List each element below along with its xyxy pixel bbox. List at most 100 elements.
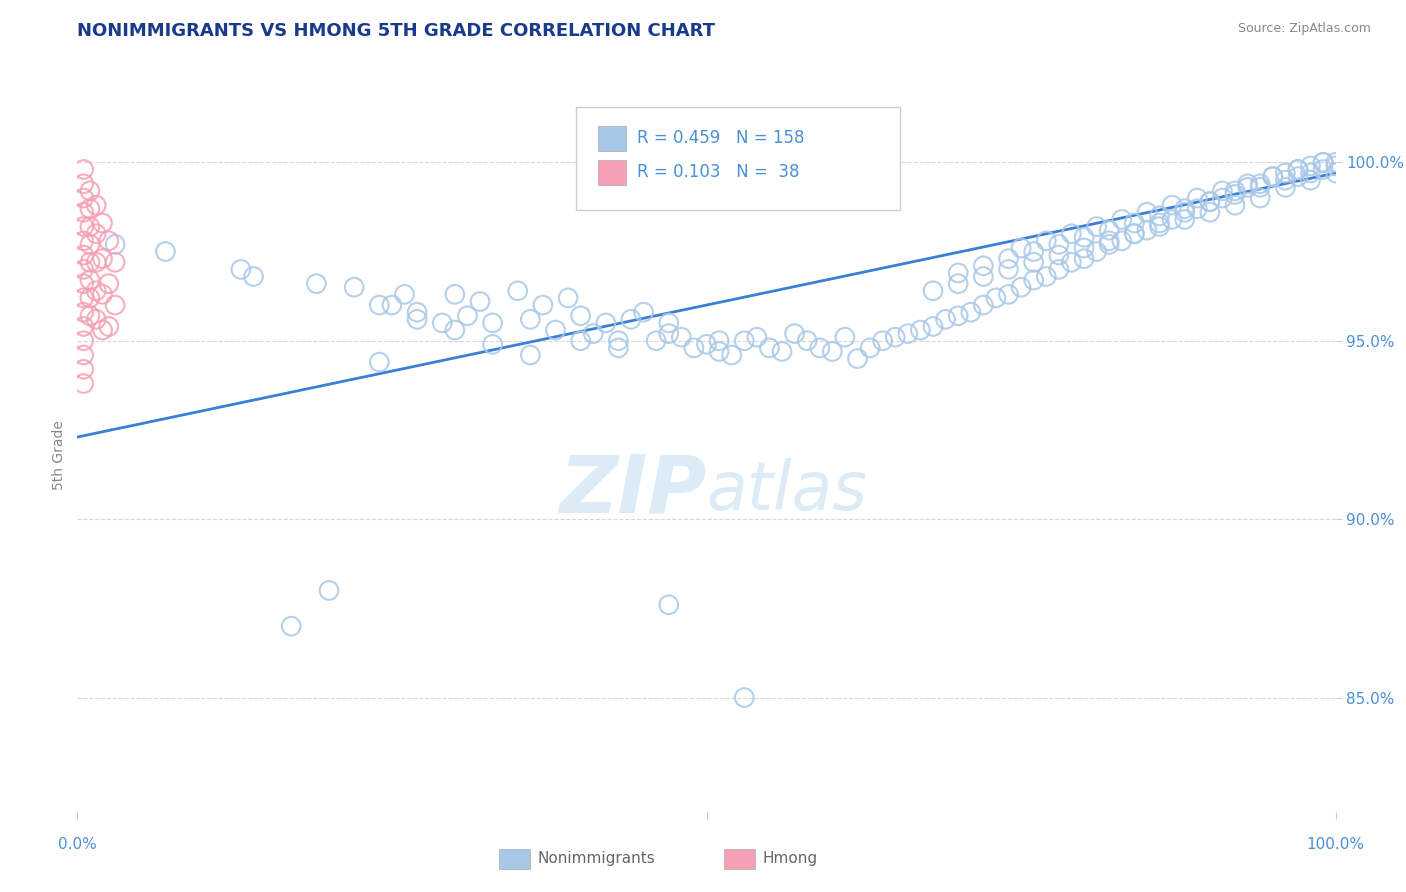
Point (1174, 205, 1197, 219)
Point (1324, 155, 1347, 169)
Point (948, 309, 970, 323)
Point (72, 262, 94, 277)
Point (1286, 169, 1309, 184)
Point (79, 255, 101, 269)
Point (948, 266, 970, 280)
Point (1123, 227, 1146, 241)
Point (1299, 159, 1322, 173)
Point (1274, 180, 1296, 194)
Point (707, 334, 730, 348)
Point (1060, 227, 1083, 241)
Point (432, 316, 454, 330)
Point (1223, 187, 1246, 202)
Point (770, 344, 793, 359)
Point (796, 334, 818, 348)
Point (1249, 180, 1271, 194)
Point (368, 355, 391, 369)
Text: 100.0%: 100.0% (1306, 837, 1365, 852)
Point (72, 177, 94, 191)
Point (84, 284, 107, 298)
Point (1261, 169, 1284, 184)
Point (1085, 244, 1108, 259)
Point (72, 248, 94, 262)
Point (79, 237, 101, 252)
Point (84, 255, 107, 269)
Point (1047, 248, 1070, 262)
Point (1010, 280, 1032, 294)
Point (1187, 202, 1209, 216)
Point (658, 598, 681, 612)
Point (544, 323, 567, 337)
Point (1073, 241, 1095, 255)
Point (1073, 230, 1095, 244)
Point (696, 337, 718, 351)
Point (519, 348, 541, 362)
Point (910, 323, 932, 337)
Text: Source: ZipAtlas.com: Source: ZipAtlas.com (1237, 22, 1371, 36)
Point (997, 252, 1019, 266)
Point (1286, 162, 1309, 177)
Point (1136, 223, 1159, 237)
Point (444, 287, 467, 301)
Point (79, 309, 101, 323)
Point (72, 277, 94, 291)
Point (97, 234, 120, 248)
Point (821, 344, 844, 359)
Point (997, 287, 1019, 301)
Point (519, 312, 541, 326)
Point (72, 219, 94, 234)
Point (783, 326, 806, 341)
Point (1022, 244, 1045, 259)
Point (972, 298, 994, 312)
Point (720, 348, 742, 362)
Point (872, 334, 894, 348)
Point (91, 287, 114, 301)
Point (406, 305, 429, 319)
Point (1211, 184, 1233, 198)
Point (1174, 212, 1197, 227)
Point (1174, 202, 1197, 216)
Point (305, 277, 328, 291)
Point (1274, 173, 1296, 187)
Point (72, 205, 94, 219)
Point (758, 341, 780, 355)
Point (104, 298, 127, 312)
Point (557, 291, 579, 305)
Point (1035, 269, 1057, 284)
Text: NONIMMIGRANTS VS HMONG 5TH GRADE CORRELATION CHART: NONIMMIGRANTS VS HMONG 5TH GRADE CORRELA… (77, 22, 716, 40)
Point (1198, 205, 1220, 219)
Point (595, 316, 617, 330)
Text: Hmong: Hmong (762, 851, 817, 865)
Point (1060, 255, 1083, 269)
Point (808, 341, 831, 355)
Point (280, 619, 302, 633)
Point (959, 305, 981, 319)
Text: R = 0.103   N =  38: R = 0.103 N = 38 (637, 163, 800, 181)
Point (1085, 219, 1108, 234)
Point (79, 202, 101, 216)
Point (1236, 177, 1258, 191)
Point (884, 330, 907, 344)
Point (1223, 198, 1246, 212)
Point (707, 344, 730, 359)
Point (1236, 180, 1258, 194)
Point (72, 162, 94, 177)
Point (104, 237, 127, 252)
Point (569, 309, 592, 323)
Point (1123, 227, 1146, 241)
Point (242, 269, 264, 284)
Point (381, 298, 404, 312)
Point (97, 277, 120, 291)
Point (745, 330, 768, 344)
Point (1136, 205, 1159, 219)
Point (72, 191, 94, 205)
Point (846, 351, 869, 366)
Y-axis label: 5th Grade: 5th Grade (52, 420, 66, 490)
Point (531, 298, 554, 312)
Point (79, 184, 101, 198)
Point (97, 319, 120, 334)
Point (91, 323, 114, 337)
Point (1211, 191, 1233, 205)
Point (922, 319, 945, 334)
Point (468, 294, 491, 309)
